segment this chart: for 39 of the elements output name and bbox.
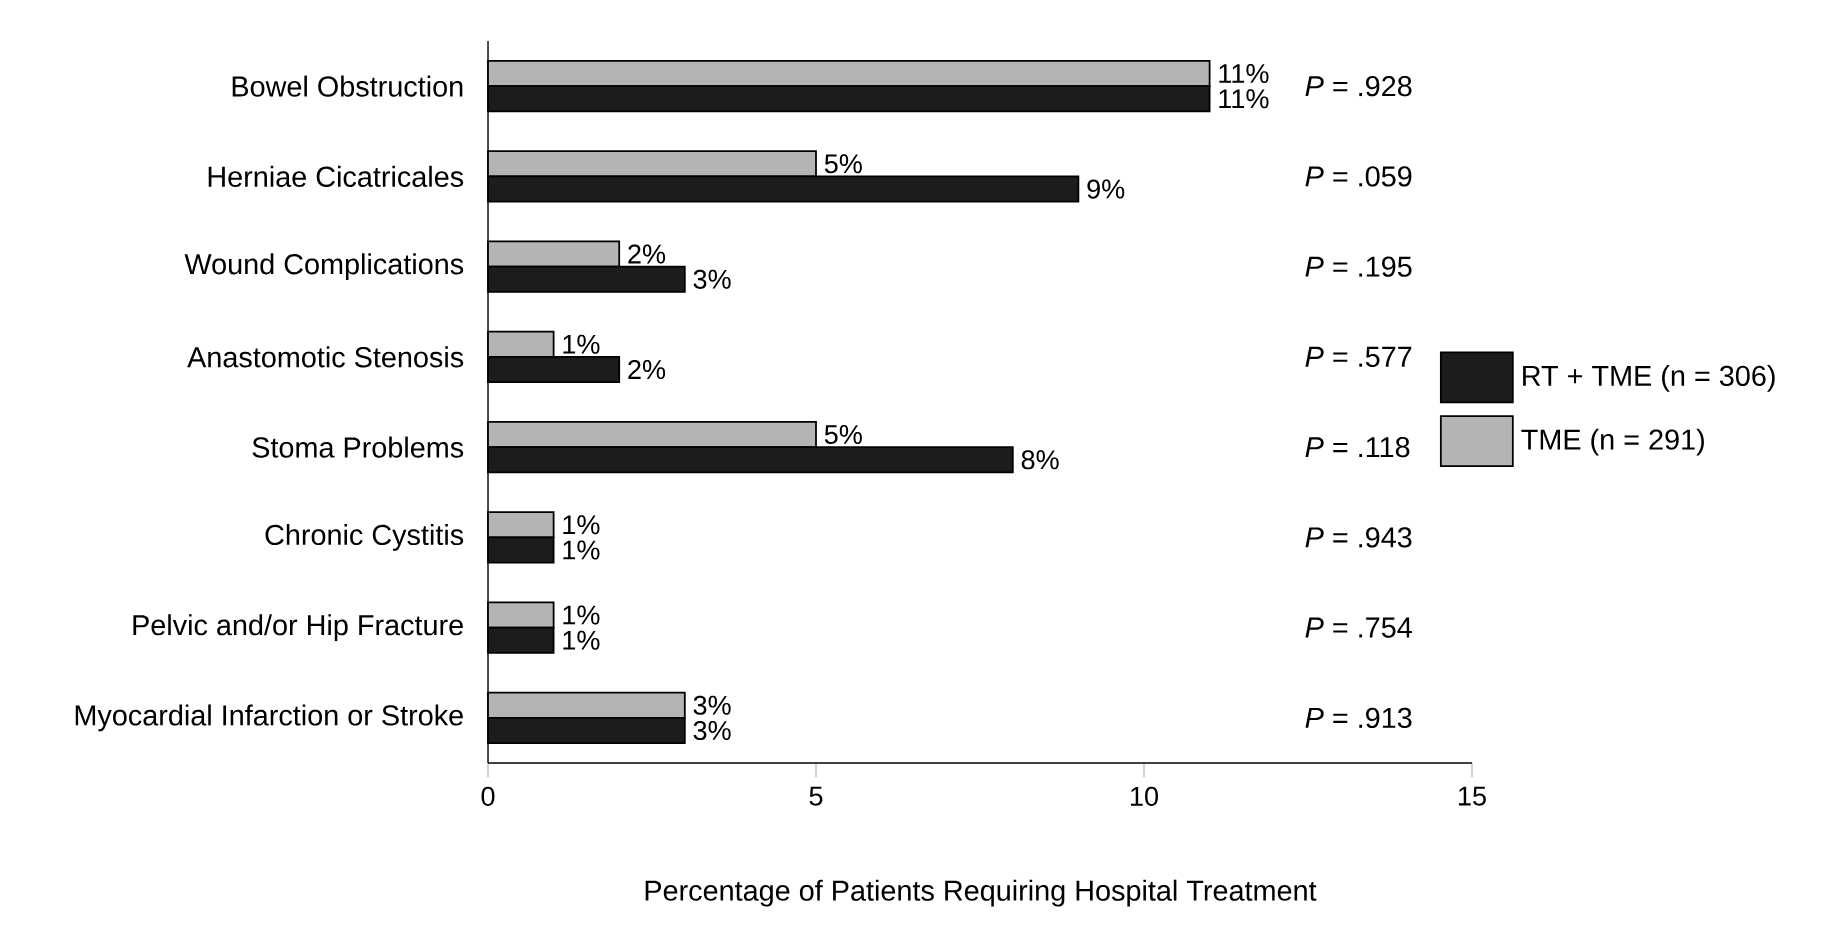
- data-label: 1%: [563, 540, 600, 560]
- x-tick-label: 15: [1458, 786, 1486, 806]
- x-axis-title: Percentage of Patients Requiring Hospital Treatment: [645, 879, 1317, 907]
- data-label: 1%: [563, 630, 600, 650]
- annotation: P = .943: [1305, 527, 1412, 548]
- data-label: 9%: [1087, 179, 1125, 199]
- x-tick-label: 10: [1130, 786, 1158, 806]
- annotation: P = .754: [1305, 617, 1412, 638]
- data-label: 1%: [563, 334, 600, 354]
- x-tick-label: 0: [481, 786, 495, 806]
- data-label: 11%: [1219, 89, 1269, 109]
- data-label: 8%: [1021, 450, 1059, 470]
- y-tick-label: Chronic Cystitis: [265, 523, 464, 551]
- annotation: P = .913: [1305, 707, 1412, 729]
- y-tick-label: Anastomotic Stenosis: [187, 346, 464, 368]
- annotation: P = .195: [1305, 256, 1412, 277]
- data-label: 5%: [824, 154, 862, 174]
- y-tick-label: Wound Complications: [184, 253, 464, 281]
- data-label: 3%: [693, 269, 731, 289]
- data-label: 1%: [563, 515, 600, 535]
- y-tick-label: Pelvic and/or Hip Fracture: [133, 614, 463, 642]
- data-label: 5%: [824, 424, 862, 445]
- annotation: P = .577: [1305, 346, 1412, 367]
- x-tick-label: 5: [809, 786, 823, 806]
- y-tick-label: Myocardial Infarction or Stroke: [75, 704, 463, 732]
- data-label: 3%: [693, 695, 731, 715]
- legend-label: TME (n = 291): [1521, 428, 1704, 456]
- data-label: 2%: [628, 244, 666, 264]
- annotation: P = .928: [1305, 75, 1412, 97]
- data-label: 11%: [1219, 64, 1269, 83]
- data-label: 3%: [693, 720, 731, 741]
- annotation: P = .118: [1305, 436, 1410, 458]
- legend-label: RT + TME (n = 306): [1523, 364, 1775, 392]
- y-tick-label: Bowel Obstruction: [232, 75, 463, 97]
- y-tick-label: Herniae Cicatricales: [208, 165, 464, 187]
- data-label: 1%: [563, 605, 600, 625]
- annotation: P = .059: [1305, 166, 1412, 187]
- data-label: 2%: [628, 360, 666, 380]
- y-tick-label: Stoma Problems: [252, 436, 464, 458]
